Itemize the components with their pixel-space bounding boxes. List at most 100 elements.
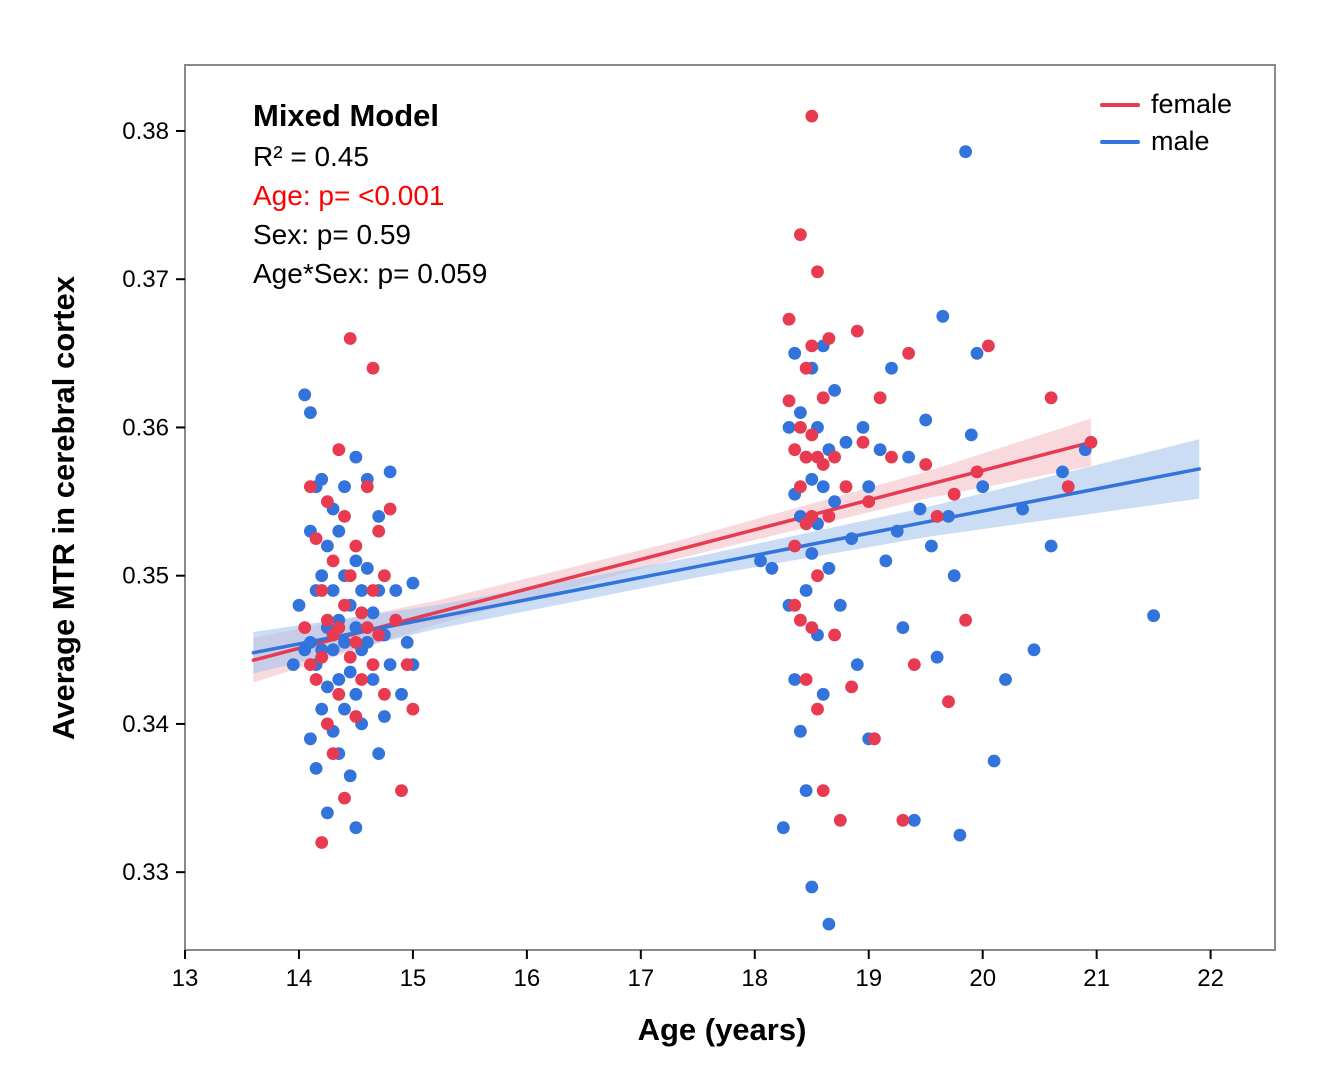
female-data-point bbox=[782, 394, 796, 408]
male-data-point bbox=[360, 636, 374, 649]
female-data-point bbox=[366, 584, 380, 597]
male-data-point bbox=[343, 769, 357, 783]
female-data-point bbox=[355, 606, 368, 620]
male-data-point bbox=[326, 584, 340, 597]
male-data-point bbox=[338, 702, 351, 716]
female-data-point bbox=[332, 687, 346, 701]
male-data-point bbox=[799, 584, 813, 597]
male-data-point bbox=[828, 384, 841, 397]
male-data-point bbox=[925, 539, 938, 553]
male-data-point bbox=[406, 576, 420, 590]
female-data-point bbox=[309, 532, 323, 545]
female-data-point bbox=[805, 339, 819, 353]
female-data-point bbox=[902, 346, 915, 360]
male-data-point bbox=[304, 636, 317, 649]
male-data-point bbox=[321, 680, 334, 694]
female-data-point bbox=[366, 658, 380, 671]
male-data-point bbox=[794, 724, 807, 738]
female-data-point bbox=[372, 524, 386, 538]
male-data-point bbox=[315, 472, 329, 486]
female-data-point bbox=[400, 658, 414, 671]
female-data-point bbox=[805, 109, 819, 123]
female-data-point bbox=[355, 673, 368, 686]
male-data-point bbox=[964, 428, 978, 442]
male-data-point bbox=[896, 621, 910, 634]
legend-label: male bbox=[1151, 126, 1210, 156]
female-data-point bbox=[811, 569, 824, 583]
female-data-point bbox=[338, 598, 351, 612]
x-tick-label: 13 bbox=[172, 965, 199, 992]
female-data-point bbox=[862, 495, 876, 508]
male-data-point bbox=[913, 502, 927, 516]
male-data-point bbox=[1027, 643, 1041, 657]
male-data-point bbox=[292, 598, 306, 612]
male-data-point bbox=[349, 821, 363, 835]
stat-annotation-line: Mixed Model bbox=[253, 98, 440, 133]
female-data-point bbox=[799, 361, 813, 375]
legend-label: female bbox=[1151, 89, 1233, 119]
male-data-point bbox=[304, 732, 317, 746]
female-data-point bbox=[1061, 480, 1075, 494]
male-data-point bbox=[788, 673, 802, 686]
male-data-point bbox=[805, 547, 819, 560]
male-data-point bbox=[298, 388, 312, 402]
male-data-point bbox=[959, 145, 972, 159]
female-data-point bbox=[982, 339, 995, 353]
female-data-point bbox=[332, 621, 346, 634]
male-data-point bbox=[1016, 502, 1029, 516]
male-data-point bbox=[822, 561, 836, 575]
male-data-point bbox=[395, 687, 408, 701]
female-data-point bbox=[298, 621, 312, 634]
female-data-point bbox=[1084, 435, 1098, 449]
female-data-point bbox=[794, 421, 807, 434]
male-data-point bbox=[976, 480, 990, 494]
male-data-point bbox=[372, 747, 386, 760]
male-data-point bbox=[805, 472, 819, 486]
male-fit-line bbox=[251, 467, 1201, 655]
x-tick-label: 19 bbox=[855, 965, 882, 992]
female-data-point bbox=[828, 450, 841, 464]
y-tick-label: 0.33 bbox=[122, 859, 169, 886]
female-data-point bbox=[805, 428, 819, 442]
female-data-point bbox=[868, 732, 881, 746]
male-data-point bbox=[845, 532, 858, 545]
female-data-point bbox=[782, 312, 796, 326]
female-data-point bbox=[378, 687, 391, 701]
male-data-point bbox=[919, 413, 933, 427]
male-data-point bbox=[947, 569, 961, 583]
male-data-point bbox=[338, 480, 351, 494]
male-data-point bbox=[321, 539, 334, 553]
male-data-point bbox=[936, 309, 950, 323]
male-data-point bbox=[828, 495, 841, 508]
female-data-point bbox=[349, 636, 363, 649]
male-data-point bbox=[309, 762, 323, 775]
male-data-point bbox=[970, 346, 984, 360]
y-tick-label: 0.36 bbox=[122, 414, 169, 441]
male-data-point bbox=[383, 465, 397, 479]
female-data-point bbox=[919, 458, 933, 471]
male-data-point bbox=[902, 450, 915, 464]
male-data-point bbox=[400, 636, 414, 649]
male-data-point bbox=[338, 636, 351, 649]
male-data-point bbox=[286, 658, 300, 671]
male-data-point bbox=[349, 621, 363, 634]
female-data-point bbox=[947, 487, 961, 501]
female-data-point bbox=[896, 813, 910, 827]
female-data-point bbox=[850, 324, 864, 338]
female-data-point bbox=[349, 539, 363, 553]
male-data-point bbox=[822, 917, 836, 931]
female-data-point bbox=[942, 695, 955, 709]
female-data-point bbox=[970, 465, 984, 479]
female-data-point bbox=[811, 702, 824, 716]
female-data-point bbox=[343, 650, 357, 664]
female-data-point bbox=[816, 784, 830, 797]
legend-line-swatch-male bbox=[1100, 139, 1140, 144]
female-data-point bbox=[309, 673, 323, 686]
male-data-point bbox=[355, 584, 368, 597]
male-data-point bbox=[765, 561, 779, 575]
male-data-point bbox=[879, 554, 893, 568]
y-axis-label: Average MTR in cerebral cortex bbox=[46, 275, 81, 741]
female-data-point bbox=[788, 598, 802, 612]
male-data-point bbox=[885, 361, 898, 375]
y-tick-label: 0.35 bbox=[122, 563, 169, 590]
